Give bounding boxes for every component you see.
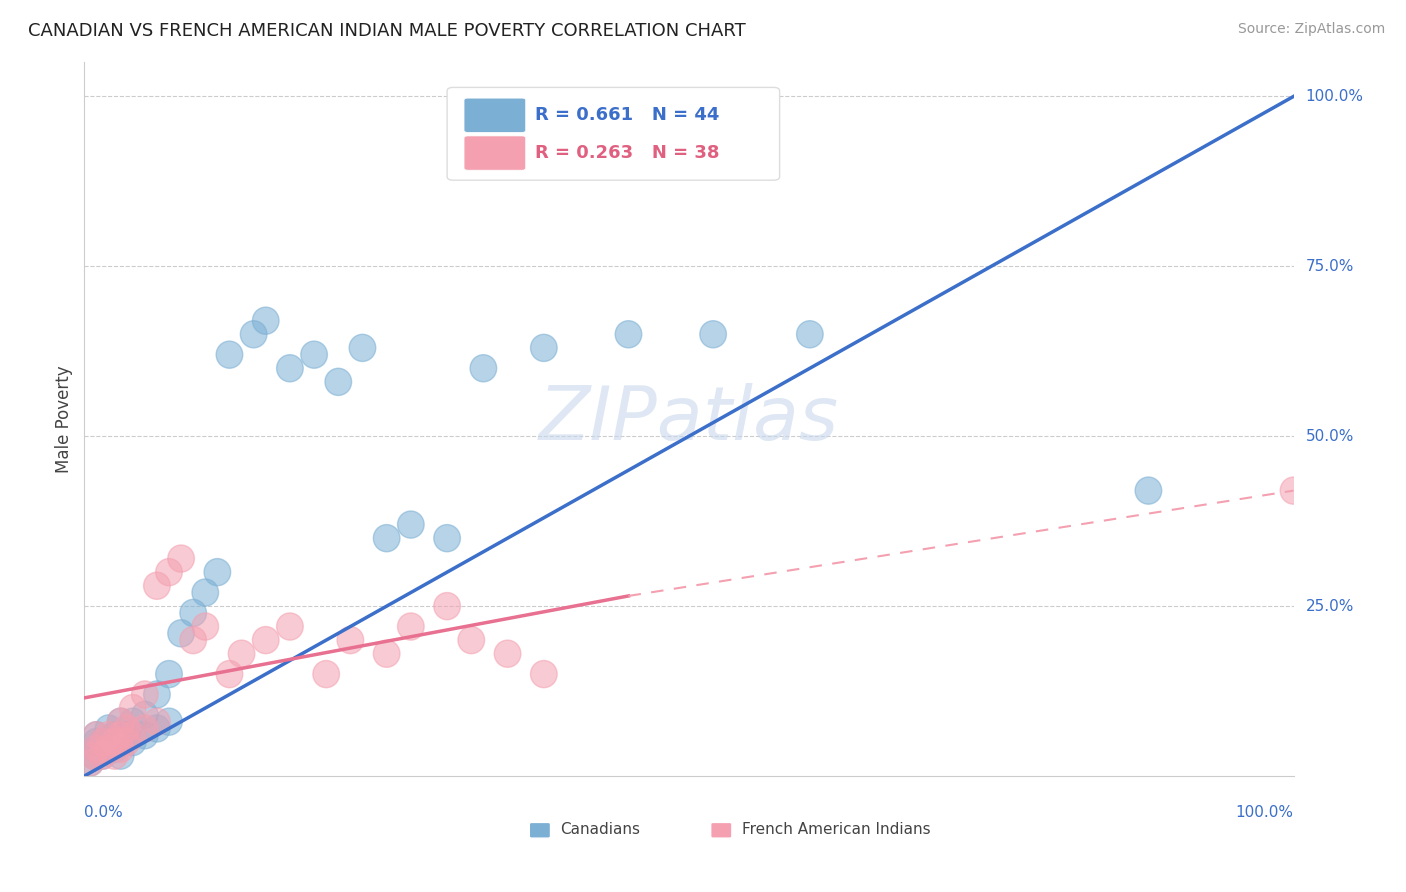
Text: 100.0%: 100.0% [1306, 89, 1364, 104]
Text: 50.0%: 50.0% [1306, 429, 1354, 443]
Text: French American Indians: French American Indians [741, 822, 931, 837]
Text: 75.0%: 75.0% [1306, 259, 1354, 274]
Text: R = 0.661   N = 44: R = 0.661 N = 44 [536, 106, 720, 124]
Text: ZIPatlas: ZIPatlas [538, 384, 839, 455]
FancyBboxPatch shape [464, 98, 526, 132]
FancyBboxPatch shape [710, 822, 733, 838]
Text: Canadians: Canadians [560, 822, 640, 837]
FancyBboxPatch shape [464, 136, 526, 170]
Text: CANADIAN VS FRENCH AMERICAN INDIAN MALE POVERTY CORRELATION CHART: CANADIAN VS FRENCH AMERICAN INDIAN MALE … [28, 22, 745, 40]
Text: 100.0%: 100.0% [1236, 805, 1294, 820]
Text: 25.0%: 25.0% [1306, 599, 1354, 614]
FancyBboxPatch shape [529, 822, 551, 838]
Text: Source: ZipAtlas.com: Source: ZipAtlas.com [1237, 22, 1385, 37]
Text: 0.0%: 0.0% [84, 805, 124, 820]
FancyBboxPatch shape [447, 87, 780, 180]
Text: R = 0.263   N = 38: R = 0.263 N = 38 [536, 145, 720, 162]
Y-axis label: Male Poverty: Male Poverty [55, 366, 73, 473]
